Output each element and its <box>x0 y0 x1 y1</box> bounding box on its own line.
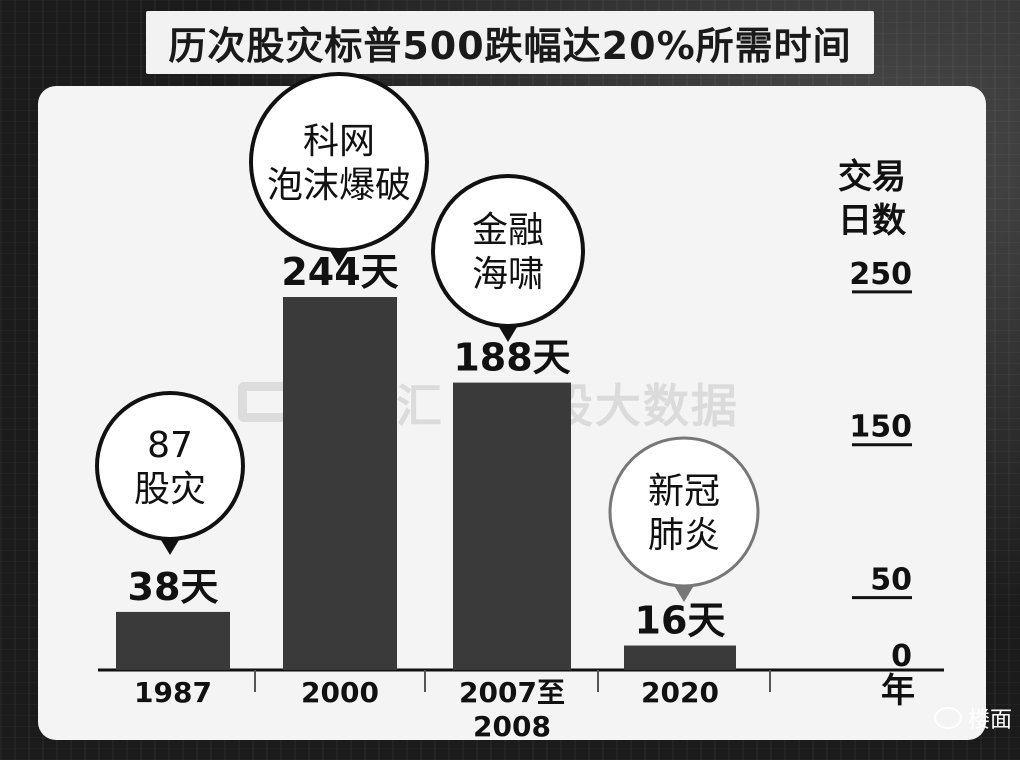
bar-value-label: 38天 <box>128 565 219 609</box>
y-axis-label: 交易 <box>838 157 906 197</box>
y-tick-label: 0 <box>891 639 912 674</box>
logo-icon <box>238 382 318 422</box>
annotation-text: 泡沫爆破 <box>267 165 411 206</box>
wechat-tag: 楼面 <box>933 702 1012 734</box>
y-tick-label: 50 <box>870 563 912 598</box>
x-tick-label: 1987 <box>134 676 212 709</box>
bar-2007至2008 <box>453 382 571 670</box>
annotation-bubble <box>95 391 245 541</box>
chart-title: 历次股灾标普500跌幅达20%所需时间 <box>146 10 874 74</box>
annotation-text: 87 <box>147 425 193 466</box>
x-tick-label: 2008 <box>473 710 551 743</box>
bar-2020 <box>624 645 736 670</box>
bar-1987 <box>116 611 230 670</box>
x-axis-label: 年 <box>881 671 915 711</box>
wechat-icon <box>933 707 962 729</box>
wechat-tag-label: 楼面 <box>967 708 1012 733</box>
x-tick-label: 2007至 <box>459 676 565 709</box>
annotation-text: 科网 <box>303 121 375 162</box>
y-tick-label: 150 <box>849 410 912 445</box>
bar-value-label: 188天 <box>453 336 570 380</box>
x-tick-label: 2000 <box>301 676 379 709</box>
title-bar: 历次股灾标普500跌幅达20%所需时间 <box>0 0 1020 84</box>
annotation-text: 新冠 <box>648 471 720 512</box>
annotation-bubble <box>249 72 429 252</box>
y-tick-label: 250 <box>849 257 912 292</box>
x-tick-label: 2020 <box>641 676 719 709</box>
annotation-bubble <box>431 174 585 328</box>
bar-2000 <box>283 297 397 670</box>
annotation-text: 金融 <box>472 210 544 251</box>
bar-value-label: 16天 <box>635 599 726 643</box>
annotation-text: 股灾 <box>134 469 206 510</box>
annotation-text: 海啸 <box>472 254 544 295</box>
y-axis-label: 日数 <box>838 201 906 241</box>
annotation-bubble <box>608 436 760 588</box>
annotation-text: 肺炎 <box>648 515 720 556</box>
